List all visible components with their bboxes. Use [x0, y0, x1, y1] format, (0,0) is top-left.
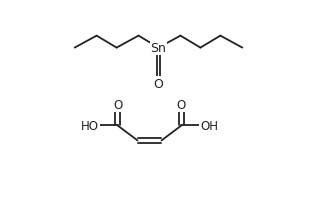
- Text: O: O: [113, 98, 122, 111]
- Text: Sn: Sn: [151, 42, 166, 55]
- Text: HO: HO: [81, 119, 99, 132]
- Text: O: O: [153, 78, 164, 91]
- Text: OH: OH: [200, 119, 218, 132]
- Text: O: O: [177, 98, 186, 111]
